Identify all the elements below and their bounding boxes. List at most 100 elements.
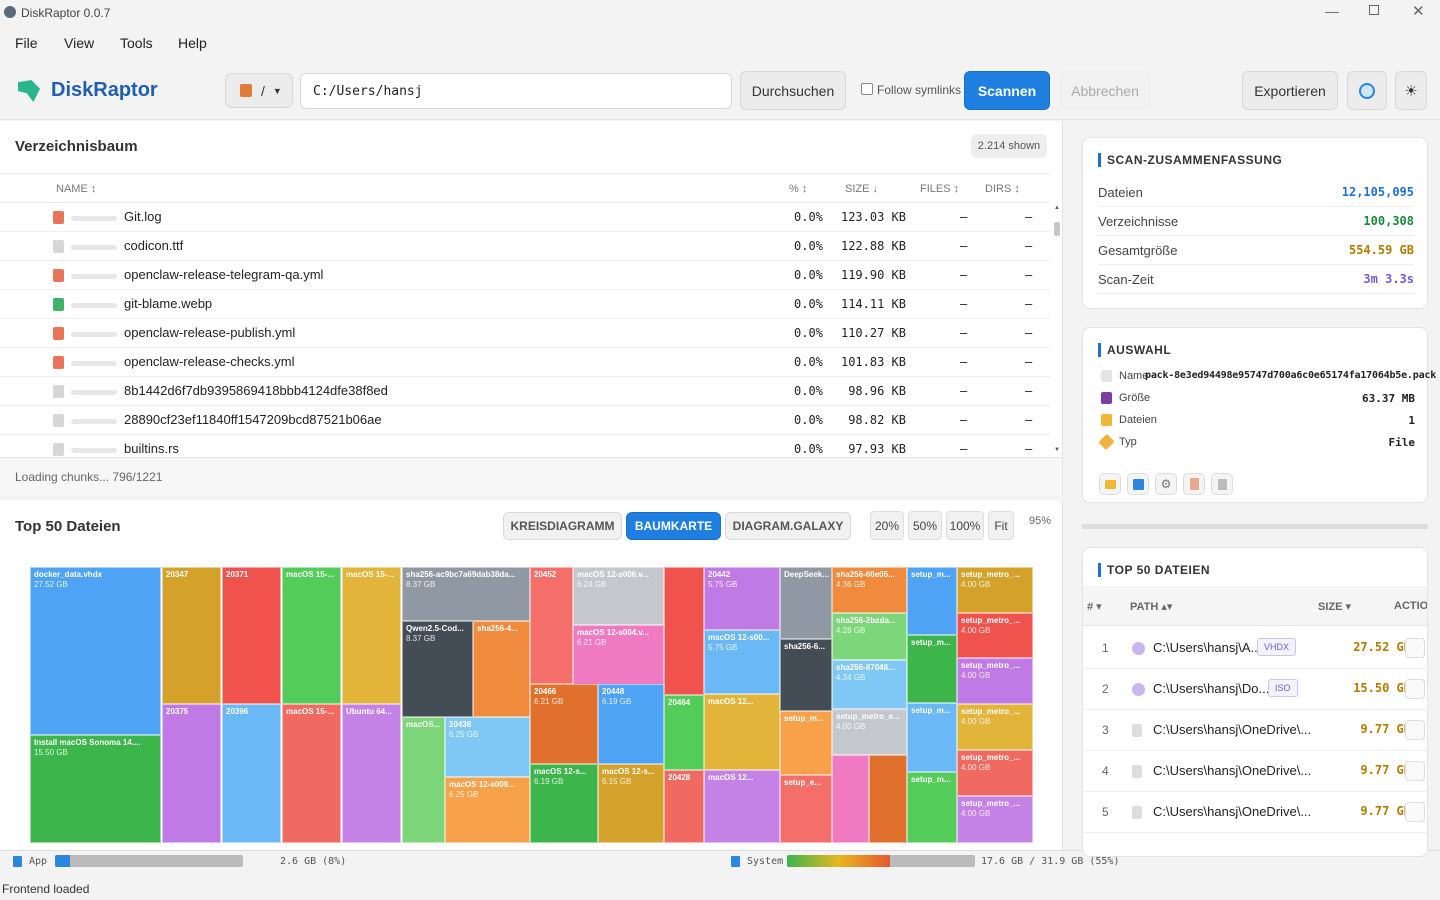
follow-symlinks[interactable]: Follow symlinks	[861, 83, 961, 97]
treemap-cell[interactable]: 20438 6.25 GB	[445, 717, 530, 777]
treemap-cell[interactable]: sha256-60e05... 4.36 GB	[832, 567, 907, 613]
column-pct[interactable]: % ↕	[789, 183, 808, 195]
treemap-cell[interactable]: macOS 12-s00... 5.75 GB	[704, 630, 780, 694]
export-button[interactable]: Exportieren	[1242, 71, 1338, 110]
tree-row[interactable]: builtins.rs 0.0% 97.93 KB – –	[0, 435, 1050, 457]
scan-button[interactable]: Scannen	[964, 71, 1050, 110]
treemap-cell[interactable]: setup_metro_... 4.00 GB	[957, 658, 1033, 704]
treemap-cell[interactable]: setup_metro_... 4.00 GB	[957, 796, 1033, 843]
treemap-cell[interactable]	[664, 567, 704, 695]
tree-row[interactable]: Git.log 0.0% 123.03 KB – –	[0, 203, 1050, 232]
treemap-cell[interactable]: macOS 12...	[704, 694, 780, 770]
minimize-button[interactable]: —	[1325, 3, 1339, 19]
column-name[interactable]: NAME ↕	[56, 183, 97, 195]
treemap-cell[interactable]: sha256-6...	[780, 639, 832, 711]
tree-row[interactable]: git-blame.webp 0.0% 114.11 KB – –	[0, 290, 1050, 319]
treemap-cell[interactable]: sha256-2bada... 4.28 GB	[832, 613, 907, 660]
treemap-cell[interactable]: setup_m...	[907, 635, 957, 703]
language-button[interactable]	[1347, 71, 1387, 110]
menu-tools[interactable]: Tools	[120, 35, 153, 51]
treemap-cell[interactable]: macOS 12-s006.v... 6.24 GB	[573, 567, 664, 625]
settings-button[interactable]: ⚙	[1155, 473, 1177, 495]
treemap-cell[interactable]: 20448 6.19 GB	[598, 684, 664, 764]
treemap-cell[interactable]: 20442 5.75 GB	[704, 567, 780, 630]
treemap-cell[interactable]: macOS...	[402, 717, 445, 843]
menu-file[interactable]: File	[15, 35, 38, 51]
tab-galaxy[interactable]: DIAGRAM.GALAXY	[725, 512, 851, 540]
treemap-cell[interactable]: 20464	[664, 695, 704, 770]
treemap-cell[interactable]: 20347	[162, 567, 221, 704]
treemap-cell[interactable]: setup_metro_... 4.00 GB	[957, 567, 1033, 613]
top-file-row[interactable]: 1 C:\Users\hansj\A... VHDX 27.52 GB	[1083, 628, 1427, 669]
treemap-cell[interactable]: Ubuntu 64...	[342, 704, 401, 843]
treemap-cell[interactable]: 20466 6.21 GB	[530, 684, 598, 764]
column-size[interactable]: SIZE ↓	[845, 183, 879, 195]
trash-icon[interactable]	[1405, 638, 1425, 658]
treemap-cell[interactable]: setup_metro_... 4.00 GB	[957, 613, 1033, 658]
save-button[interactable]	[1127, 473, 1149, 495]
trash-icon[interactable]	[1405, 802, 1425, 822]
maximize-button[interactable]	[1369, 5, 1379, 15]
treemap-cell[interactable]: setup_m...	[780, 711, 832, 775]
path-input[interactable]: C:/Users/hansj	[300, 73, 732, 109]
treemap-cell[interactable]: 20452	[530, 567, 573, 684]
treemap-cell[interactable]: setup_m...	[907, 567, 957, 635]
col-path[interactable]: PATH ▴▾	[1130, 601, 1173, 613]
col-num[interactable]: # ▾	[1087, 601, 1102, 613]
zoom-fit-button[interactable]: Fit	[988, 511, 1014, 540]
tab-pie-chart[interactable]: KREISDIAGRAMM	[503, 512, 622, 540]
treemap-cell[interactable]: 20371	[222, 567, 281, 704]
treemap-cell[interactable]: macOS 12-s004.v... 6.21 GB	[573, 625, 664, 685]
treemap-cell[interactable]: DeepSeek...	[780, 567, 832, 639]
treemap-cell[interactable]: 20375	[162, 704, 221, 843]
tree-row[interactable]: codicon.ttf 0.0% 122.88 KB – –	[0, 232, 1050, 261]
treemap-cell[interactable]: macOS 12-s... 6.15 GB	[598, 764, 664, 843]
theme-toggle-button[interactable]: ☀	[1395, 71, 1427, 110]
treemap-cell[interactable]: macOS 12-s... 6.19 GB	[530, 764, 598, 843]
treemap-cell[interactable]: Qwen2.5-Cod... 8.37 GB	[402, 621, 473, 717]
treemap-cell[interactable]: sha256-4...	[473, 621, 530, 717]
scroll-up-icon[interactable]: ▲	[1054, 205, 1060, 211]
tree-row[interactable]: 28890cf23ef11840ff1547209bcd87521b06ae 0.…	[0, 406, 1050, 435]
trash-icon[interactable]	[1405, 679, 1425, 699]
tree-scrollbar[interactable]: ▲ ▼	[1052, 205, 1061, 457]
top-file-row[interactable]: 5 C:\Users\hansj\OneDrive\... 9.77 GB	[1083, 792, 1427, 833]
treemap-cell[interactable]: 20428	[664, 770, 704, 843]
copy-path-button[interactable]	[1183, 473, 1205, 495]
delete-button[interactable]	[1211, 473, 1233, 495]
trash-icon[interactable]	[1405, 720, 1425, 740]
tree-row[interactable]: 8b1442d6f7db9395869418bbb4124dfe38f8ed 0.…	[0, 377, 1050, 406]
close-button[interactable]: ✕	[1412, 3, 1425, 20]
treemap-cell[interactable]: setup_e...	[780, 775, 832, 843]
tree-row[interactable]: openclaw-release-publish.yml 0.0% 110.27 K…	[0, 319, 1050, 348]
treemap-cell[interactable]: docker_data.vhdx 27.52 GB	[30, 567, 161, 735]
treemap-cell[interactable]: setup_metro_e... 4.00 GB	[832, 709, 907, 755]
treemap-cell[interactable]: macOS 12-s009... 6.25 GB	[445, 777, 530, 843]
tree-row[interactable]: openclaw-release-telegram-qa.yml 0.0% 119.…	[0, 261, 1050, 290]
treemap-cell[interactable]: sha256-ac9bc7a69dab38da... 8.37 GB	[402, 567, 530, 621]
zoom-50-button[interactable]: 50%	[908, 511, 942, 540]
treemap-cell[interactable]	[832, 755, 869, 843]
treemap-cell[interactable]: macOS 12...	[704, 770, 780, 843]
treemap-cell[interactable]: Install macOS Sonoma 14.... 15.50 GB	[30, 735, 161, 843]
treemap-cell[interactable]: macOS 15-...	[282, 704, 341, 843]
treemap-cell[interactable]: macOS 15-...	[282, 567, 341, 704]
top-file-row[interactable]: 4 C:\Users\hansj\OneDrive\... 9.77 GB	[1083, 751, 1427, 792]
menu-help[interactable]: Help	[178, 35, 207, 51]
tab-treemap[interactable]: BAUMKARTE	[626, 512, 721, 540]
treemap-cell[interactable]: sha256-87048... 4.34 GB	[832, 660, 907, 709]
drive-select[interactable]: / ▼	[225, 73, 293, 108]
treemap-cell[interactable]: macOS 15-...	[342, 567, 401, 704]
menu-view[interactable]: View	[64, 35, 95, 51]
column-files[interactable]: FILES ↕	[920, 183, 960, 195]
open-folder-button[interactable]	[1099, 473, 1121, 495]
scroll-thumb[interactable]	[1054, 222, 1060, 236]
browse-button[interactable]: Durchsuchen	[740, 71, 846, 110]
cancel-button[interactable]: Abbrechen	[1060, 71, 1150, 110]
col-size[interactable]: SIZE ▾	[1318, 601, 1352, 613]
top-file-row[interactable]: 3 C:\Users\hansj\OneDrive\... 9.77 GB	[1083, 710, 1427, 751]
treemap-cell[interactable]: setup_metro_... 4.00 GB	[957, 750, 1033, 796]
trash-icon[interactable]	[1405, 761, 1425, 781]
treemap-cell[interactable]	[869, 755, 907, 843]
zoom-20-button[interactable]: 20%	[870, 511, 904, 540]
